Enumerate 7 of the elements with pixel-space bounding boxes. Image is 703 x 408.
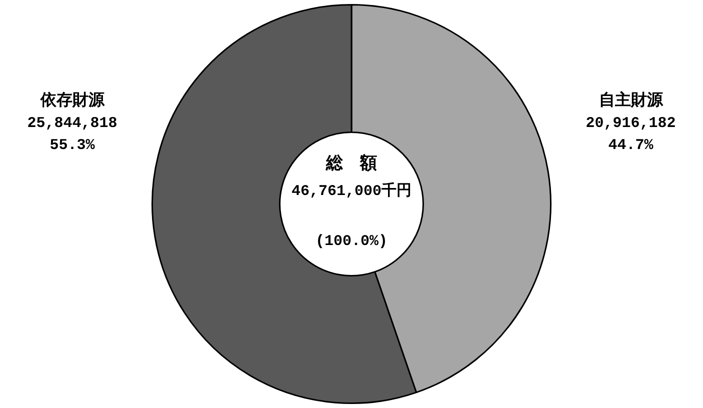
text: 総 額 bbox=[325, 153, 377, 174]
slice-label: 自主財源 bbox=[598, 90, 664, 110]
data-label: 20,916,182 44.7% bbox=[586, 114, 676, 154]
slice-label: 依存財源 bbox=[39, 90, 106, 110]
text: 46,761,000千円 bbox=[291, 182, 412, 200]
text: (100.0%) bbox=[315, 232, 388, 250]
data-label: 25,844,818 55.3% bbox=[27, 114, 118, 154]
